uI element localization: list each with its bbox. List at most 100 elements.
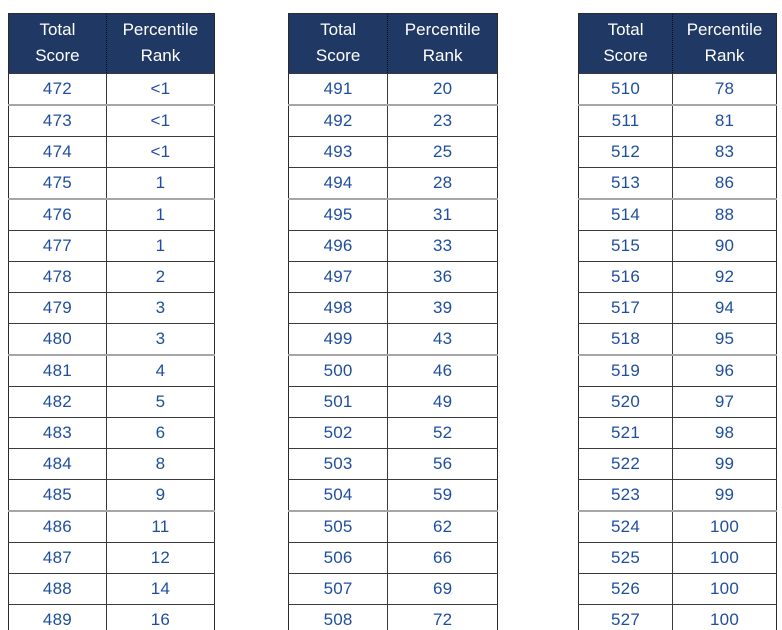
total-score-cell: 508 [288, 604, 389, 630]
total-score-cell: 480 [8, 323, 107, 355]
percentile-rank-cell: 98 [672, 417, 777, 449]
table-row: 506 66 [288, 542, 498, 574]
table-header: Total Score Percentile Rank [8, 13, 215, 74]
percentile-rank-cell: 78 [672, 73, 777, 105]
percentile-rank-header-line1: Percentile [686, 20, 763, 39]
total-score-cell: 484 [8, 448, 107, 480]
total-score-cell: 477 [8, 230, 107, 262]
table-row: 484 8 [8, 448, 215, 480]
percentile-rank-cell: 100 [672, 510, 777, 543]
total-score-cell: 511 [578, 104, 674, 137]
total-score-cell: 496 [288, 230, 389, 262]
total-score-header-line2: Score [603, 46, 648, 65]
table-row: 519 96 [578, 354, 777, 387]
percentile-rank-cell: 83 [672, 136, 777, 168]
percentile-table-491-509: Total Score Percentile Rank 491 20 492 23 49… [288, 13, 498, 630]
percentile-rank-cell: 9 [106, 479, 215, 511]
total-score-cell: 499 [288, 323, 389, 355]
table-row: 486 11 [8, 510, 215, 543]
percentile-rank-cell: 100 [672, 573, 777, 605]
percentile-rank-cell: 2 [106, 261, 215, 293]
percentile-rank-cell: 81 [672, 104, 777, 137]
percentile-rank-cell: 96 [672, 354, 777, 387]
table-body: 510 78 511 81 512 83 513 86 514 88 515 90 516 92 517 94… [578, 73, 777, 630]
total-score-header-line2: Score [315, 46, 361, 65]
percentile-rank-cell: 3 [106, 323, 215, 355]
table-row: 526 100 [578, 573, 777, 605]
table-row: 495 31 [288, 198, 498, 231]
percentile-rank-cell: 90 [672, 230, 777, 262]
table-header: Total Score Percentile Rank [578, 13, 777, 74]
percentile-rank-cell: 5 [106, 386, 215, 418]
percentile-rank-header-line1: Percentile [122, 20, 199, 39]
percentile-rank-cell: 97 [672, 386, 777, 418]
table-row: 488 14 [8, 573, 215, 605]
percentile-rank-cell: 33 [387, 230, 498, 262]
table-row: 514 88 [578, 198, 777, 231]
percentile-rank-cell: 36 [387, 261, 498, 293]
percentile-rank-header-line2: Rank [422, 46, 463, 65]
total-score-cell: 503 [288, 448, 389, 480]
percentile-rank-cell: 99 [672, 448, 777, 480]
percentile-rank-cell: 92 [672, 261, 777, 293]
table-body: 472 <1 473 <1 474 <1 475 1 476 1 477 1 478 2 479 3 480 3 4… [8, 73, 215, 630]
percentile-rank-cell: <1 [106, 136, 215, 168]
total-score-cell: 510 [578, 73, 674, 105]
total-score-header-line1: Total [320, 20, 357, 39]
percentile-rank-cell: 39 [387, 292, 498, 324]
table-row: 476 1 [8, 198, 215, 231]
table-row: 522 99 [578, 448, 777, 480]
total-score-cell: 520 [578, 386, 674, 418]
table-row: 477 1 [8, 230, 215, 262]
percentile-rank-cell: 46 [387, 354, 498, 387]
percentile-rank-header: Percentile Rank [106, 13, 215, 74]
total-score-cell: 517 [578, 292, 674, 324]
total-score-cell: 478 [8, 261, 107, 293]
total-score-cell: 527 [578, 604, 674, 630]
total-score-header: Total Score [8, 13, 107, 74]
total-score-cell: 498 [288, 292, 389, 324]
table-row: 501 49 [288, 386, 498, 418]
table-row: 472 <1 [8, 73, 215, 105]
table-row: 485 9 [8, 479, 215, 511]
percentile-rank-cell: 99 [672, 479, 777, 511]
table-row: 497 36 [288, 261, 498, 293]
table-row: 483 6 [8, 417, 215, 449]
total-score-cell: 501 [288, 386, 389, 418]
total-score-cell: 475 [8, 167, 107, 199]
total-score-header-line1: Total [39, 20, 76, 39]
total-score-cell: 523 [578, 479, 674, 511]
table-row: 527 100 [578, 604, 777, 630]
percentile-rank-cell: 23 [387, 104, 498, 137]
table-row: 503 56 [288, 448, 498, 480]
total-score-cell: 491 [288, 73, 389, 105]
total-score-cell: 476 [8, 198, 107, 231]
total-score-cell: 479 [8, 292, 107, 324]
table-row: 505 62 [288, 510, 498, 543]
total-score-cell: 504 [288, 479, 389, 511]
total-score-cell: 493 [288, 136, 389, 168]
table-row: 502 52 [288, 417, 498, 449]
table-row: 510 78 [578, 73, 777, 105]
table-row: 507 69 [288, 573, 498, 605]
percentile-rank-cell: 94 [672, 292, 777, 324]
total-score-cell: 519 [578, 354, 674, 387]
total-score-cell: 474 [8, 136, 107, 168]
total-score-cell: 502 [288, 417, 389, 449]
percentile-rank-header-line2: Rank [140, 46, 181, 65]
total-score-cell: 482 [8, 386, 107, 418]
total-score-cell: 513 [578, 167, 674, 199]
percentile-rank-cell: 28 [387, 167, 498, 199]
percentile-rank-cell: 49 [387, 386, 498, 418]
percentile-rank-cell: 59 [387, 479, 498, 511]
percentile-table-472-490: Total Score Percentile Rank 472 <1 473 <1 47… [8, 13, 215, 630]
table-row: 518 95 [578, 323, 777, 355]
total-score-cell: 489 [8, 604, 107, 630]
percentile-rank-header: Percentile Rank [387, 13, 498, 74]
total-score-cell: 494 [288, 167, 389, 199]
percentile-rank-header-line2: Rank [704, 46, 745, 65]
table-row: 504 59 [288, 479, 498, 511]
percentile-rank-cell: 62 [387, 510, 498, 543]
table-row: 496 33 [288, 230, 498, 262]
